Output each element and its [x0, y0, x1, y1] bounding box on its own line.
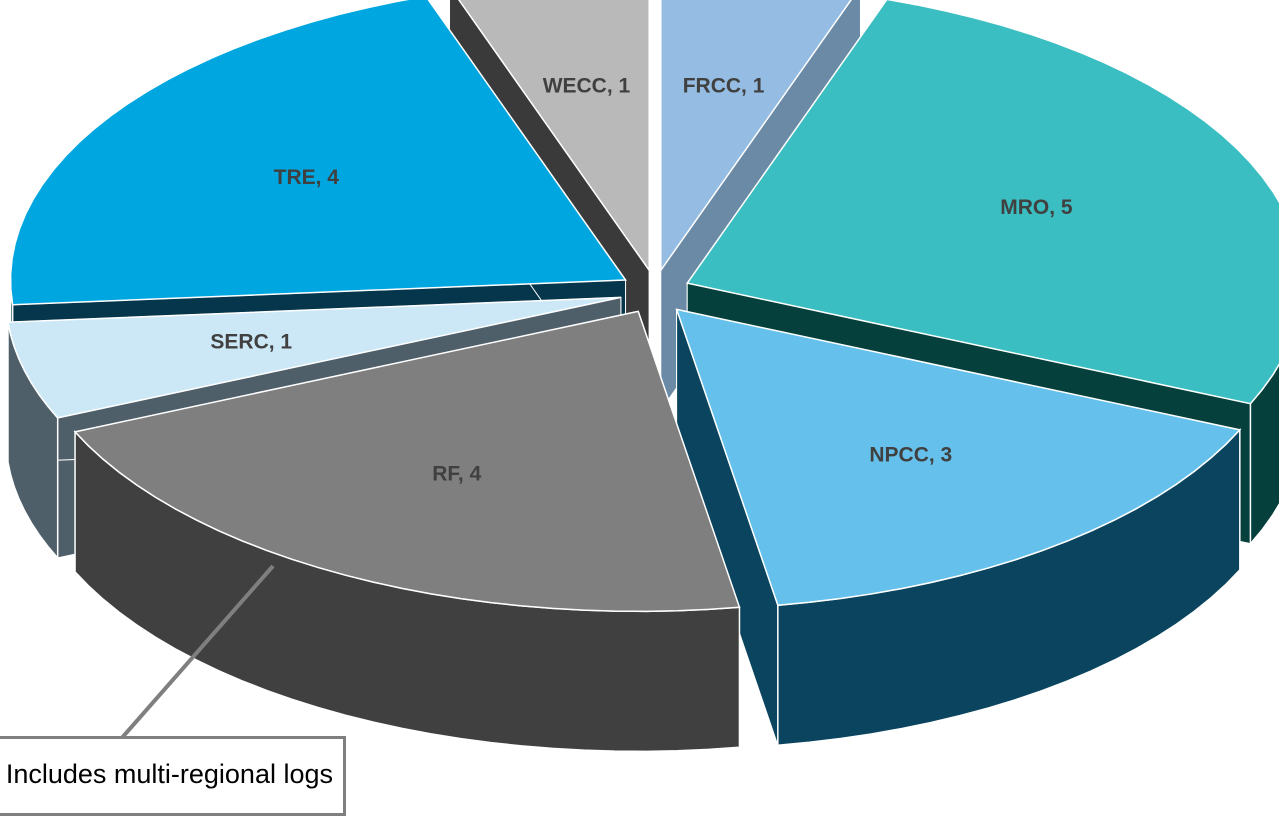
data-label-tre: TRE, 4: [274, 166, 340, 189]
data-label-npcc: NPCC, 3: [869, 444, 952, 467]
slice-rf: [73, 310, 741, 613]
slice-mro-side: [1249, 363, 1279, 546]
data-labels: FRCC, 1 MRO, 5 NPCC, 3 RF, 4 SERC, 1 TRE, 4 WE…: [210, 74, 1073, 485]
data-label-wecc: WECC, 1: [543, 74, 631, 97]
slice-tops: [7, 0, 1279, 613]
data-label-mro: MRO, 5: [1000, 196, 1073, 219]
annotation-box: Includes multi-regional logs: [0, 736, 346, 816]
annotation-text: Includes multi-regional logs: [5, 759, 333, 789]
data-label-serc: SERC, 1: [210, 331, 292, 354]
data-label-frcc: FRCC, 1: [683, 74, 765, 97]
annotation-leader-line: [118, 564, 275, 742]
slice-npcc: [675, 308, 1242, 607]
slice-frcc: [660, 0, 852, 273]
slice-mro: [685, 0, 1279, 405]
slice-serc: [7, 296, 622, 419]
slice-wecc: [458, 0, 650, 273]
data-label-rf: RF, 4: [432, 462, 481, 485]
slice-tre: [9, 0, 627, 306]
